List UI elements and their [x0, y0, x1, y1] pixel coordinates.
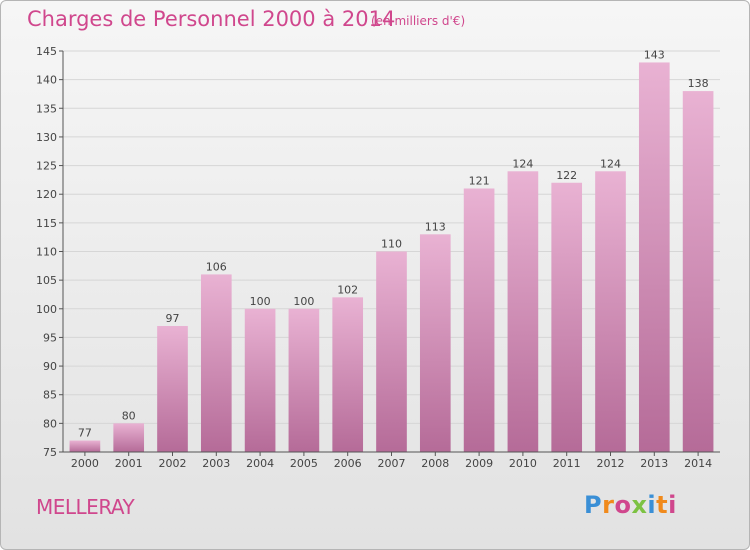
- bar-2001: [113, 423, 145, 452]
- bar-2012: [595, 171, 626, 453]
- x-tick-label: 2003: [202, 457, 230, 470]
- data-label-2012: 124: [600, 157, 621, 170]
- logo-letter: P: [584, 491, 603, 519]
- x-tick-label: 2009: [465, 457, 493, 470]
- x-tick-label: 2010: [509, 457, 537, 470]
- x-tick-label: 2002: [159, 457, 187, 470]
- y-axis-ticks: 75 80 85 90 95 100 105 110 115 120 125 130 135 140 145: [36, 45, 63, 459]
- data-label-2004: 100: [250, 295, 271, 308]
- y-tick-label: 130: [36, 131, 57, 144]
- x-axis-ticks: 2000 2001 2002 2003 2004 2005 2006 2007 2008 2009…: [71, 452, 712, 470]
- y-tick-label: 125: [36, 160, 57, 173]
- bar-2014: [682, 91, 714, 452]
- x-tick-label: 2011: [553, 457, 581, 470]
- x-tick-label: 2013: [640, 457, 668, 470]
- bar-2000: [69, 440, 101, 452]
- logo-letter: i: [647, 491, 657, 519]
- data-labels: 77 80 97 106 100 100 102 110 113 121 124 122 124 143 1…: [78, 48, 709, 439]
- data-label-2010: 124: [512, 157, 533, 170]
- x-tick-label: 2001: [115, 457, 143, 470]
- x-tick-label: 2014: [684, 457, 712, 470]
- y-tick-label: 75: [43, 446, 57, 459]
- y-tick-label: 145: [36, 45, 57, 58]
- y-tick-label: 105: [36, 274, 57, 287]
- x-tick-label: 2005: [290, 457, 318, 470]
- x-tick-label: 2004: [246, 457, 274, 470]
- x-tick-label: 2000: [71, 457, 99, 470]
- axes: [62, 51, 720, 453]
- data-label-2000: 77: [78, 427, 92, 440]
- proxiti-logo[interactable]: Proxiti: [584, 491, 677, 519]
- y-tick-label: 120: [36, 188, 57, 201]
- data-label-2009: 121: [469, 174, 490, 187]
- bar-2004: [244, 308, 276, 452]
- bars: [69, 62, 714, 453]
- data-label-2005: 100: [293, 295, 314, 308]
- x-tick-label: 2008: [421, 457, 449, 470]
- y-tick-label: 100: [36, 303, 57, 316]
- data-label-2014: 138: [688, 77, 709, 90]
- bar-2008: [419, 234, 451, 452]
- y-tick-label: 85: [43, 389, 57, 402]
- logo-letter: r: [602, 491, 615, 519]
- bar-2007: [376, 251, 407, 452]
- y-tick-label: 90: [43, 360, 57, 373]
- logo-letter: o: [614, 491, 632, 519]
- x-tick-label: 2006: [334, 457, 362, 470]
- chart-subtitle: (en milliers d'€): [371, 14, 466, 28]
- y-tick-label: 110: [36, 246, 57, 259]
- data-label-2002: 97: [166, 312, 180, 325]
- commune-name: MELLERAY: [36, 495, 135, 519]
- bar-2005: [288, 308, 320, 452]
- chart-title: Charges de Personnel 2000 à 2014: [27, 7, 396, 31]
- y-tick-label: 80: [43, 417, 57, 430]
- bar-2009: [463, 188, 495, 452]
- y-tick-label: 135: [36, 102, 57, 115]
- logo-letter: t: [656, 491, 669, 519]
- logo-letter: i: [668, 491, 677, 519]
- y-tick-label: 140: [36, 74, 57, 87]
- bar-2002: [157, 325, 188, 452]
- data-label-2011: 122: [556, 169, 577, 182]
- data-label-2007: 110: [381, 238, 402, 251]
- y-tick-label: 95: [43, 331, 57, 344]
- bar-2006: [332, 297, 364, 452]
- logo-letter: x: [631, 491, 648, 519]
- x-tick-label: 2007: [378, 457, 406, 470]
- bar-2013: [638, 62, 670, 452]
- bar-2011: [551, 182, 583, 452]
- data-label-2008: 113: [425, 220, 446, 233]
- data-label-2006: 102: [337, 283, 358, 296]
- bar-2010: [507, 171, 539, 453]
- x-tick-label: 2012: [597, 457, 625, 470]
- bar-2003: [200, 274, 232, 452]
- data-label-2003: 106: [206, 260, 227, 273]
- data-label-2001: 80: [122, 409, 136, 422]
- y-tick-label: 115: [36, 217, 57, 230]
- data-label-2013: 143: [644, 48, 665, 61]
